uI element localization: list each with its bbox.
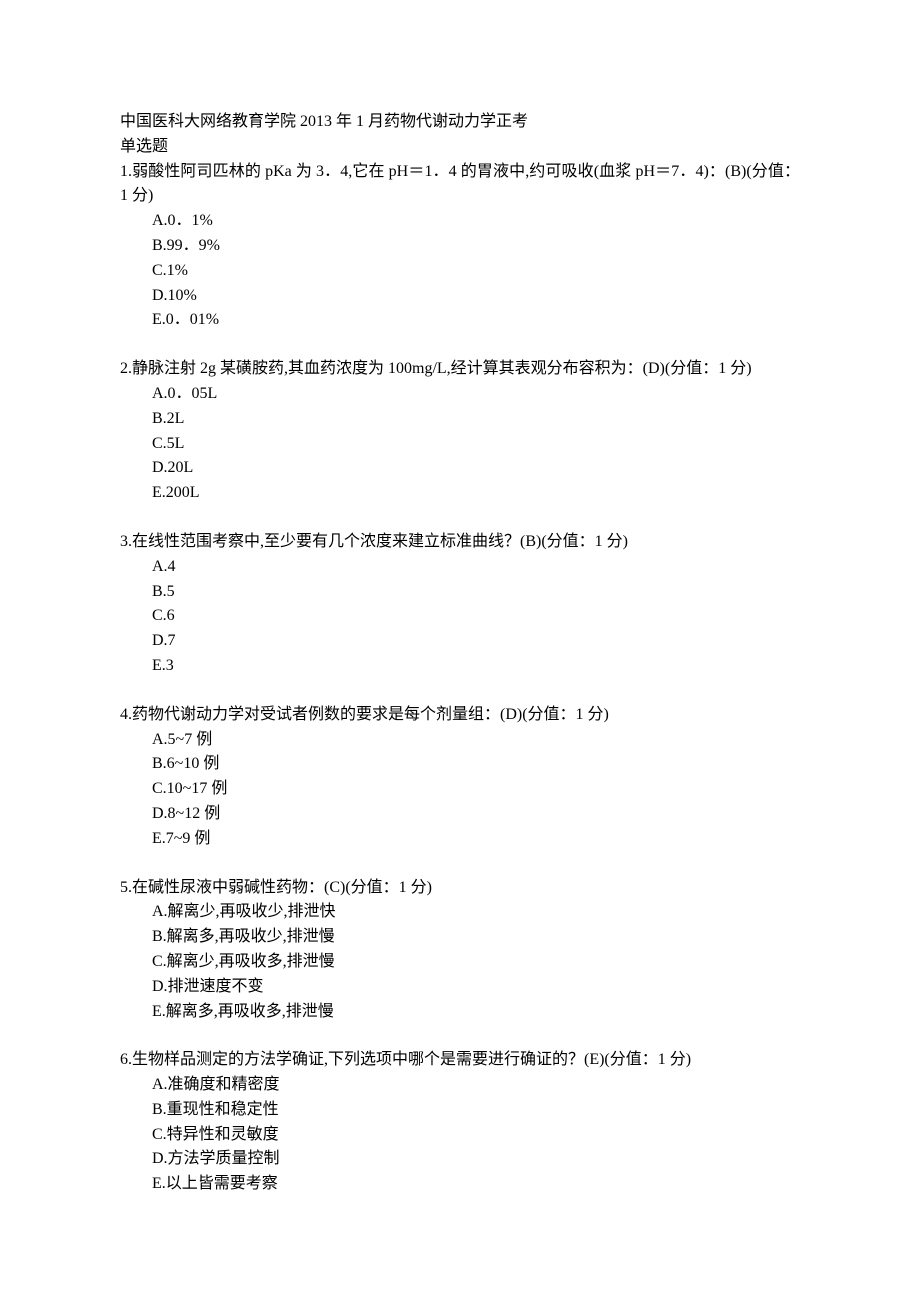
- q5-opt-b: B.解离多,再吸收少,排泄慢: [120, 925, 800, 950]
- q2-stem: 2.静脉注射 2g 某磺胺药,其血药浓度为 100mg/L,经计算其表观分布容积…: [120, 357, 800, 382]
- q4-text: 药物代谢动力学对受试者例数的要求是每个剂量组：(D)(分值：1 分): [132, 706, 609, 723]
- gap: [120, 852, 800, 876]
- q2-opt-e: E.200L: [120, 481, 800, 506]
- q3-stem: 3.在线性范围考察中,至少要有几个浓度来建立标准曲线？(B)(分值：1 分): [120, 530, 800, 555]
- q1-num: 1: [120, 163, 128, 180]
- q4-opt-b: B.6~10 例: [120, 752, 800, 777]
- q4-opt-a: A.5~7 例: [120, 728, 800, 753]
- q6-opt-a: A.准确度和精密度: [120, 1073, 800, 1098]
- gap: [120, 506, 800, 530]
- q5-num: 5: [120, 879, 128, 896]
- q2-opt-d: D.20L: [120, 456, 800, 481]
- question-6: 6.生物样品测定的方法学确证,下列选项中哪个是需要进行确证的？(E)(分值：1 …: [120, 1048, 800, 1197]
- q1-stem: 1.弱酸性阿司匹林的 pKa 为 3．4,它在 pH＝1．4 的胃液中,约可吸收…: [120, 160, 800, 210]
- q3-opt-c: C.6: [120, 604, 800, 629]
- q2-options: A.0．05L B.2L C.5L D.20L E.200L: [120, 382, 800, 506]
- q4-opt-e: E.7~9 例: [120, 827, 800, 852]
- q3-options: A.4 B.5 C.6 D.7 E.3: [120, 555, 800, 679]
- q2-opt-a: A.0．05L: [120, 382, 800, 407]
- question-1: 1.弱酸性阿司匹林的 pKa 为 3．4,它在 pH＝1．4 的胃液中,约可吸收…: [120, 160, 800, 334]
- gap: [120, 333, 800, 357]
- q4-opt-d: D.8~12 例: [120, 802, 800, 827]
- q4-stem: 4.药物代谢动力学对受试者例数的要求是每个剂量组：(D)(分值：1 分): [120, 703, 800, 728]
- q6-stem: 6.生物样品测定的方法学确证,下列选项中哪个是需要进行确证的？(E)(分值：1 …: [120, 1048, 800, 1073]
- question-4: 4.药物代谢动力学对受试者例数的要求是每个剂量组：(D)(分值：1 分) A.5…: [120, 703, 800, 852]
- exam-page: 中国医科大网络教育学院 2013 年 1 月药物代谢动力学正考 单选题 1.弱酸…: [0, 0, 920, 1257]
- q3-text: 在线性范围考察中,至少要有几个浓度来建立标准曲线？(B)(分值：1 分): [132, 533, 628, 550]
- doc-title: 中国医科大网络教育学院 2013 年 1 月药物代谢动力学正考: [120, 110, 800, 135]
- q5-text: 在碱性尿液中弱碱性药物：(C)(分值：1 分): [132, 879, 432, 896]
- q4-opt-c: C.10~17 例: [120, 777, 800, 802]
- question-5: 5.在碱性尿液中弱碱性药物：(C)(分值：1 分) A.解离少,再吸收少,排泄快…: [120, 876, 800, 1025]
- q2-opt-b: B.2L: [120, 407, 800, 432]
- q6-opt-b: B.重现性和稳定性: [120, 1098, 800, 1123]
- q5-stem: 5.在碱性尿液中弱碱性药物：(C)(分值：1 分): [120, 876, 800, 901]
- q1-opt-b: B.99．9%: [120, 234, 800, 259]
- q3-num: 3: [120, 533, 128, 550]
- gap: [120, 1024, 800, 1048]
- q6-options: A.准确度和精密度 B.重现性和稳定性 C.特异性和灵敏度 D.方法学质量控制 …: [120, 1073, 800, 1197]
- q1-opt-d: D.10%: [120, 284, 800, 309]
- q5-options: A.解离少,再吸收少,排泄快 B.解离多,再吸收少,排泄慢 C.解离少,再吸收多…: [120, 900, 800, 1024]
- q5-opt-c: C.解离少,再吸收多,排泄慢: [120, 950, 800, 975]
- q1-opt-c: C.1%: [120, 259, 800, 284]
- q3-opt-d: D.7: [120, 629, 800, 654]
- q3-opt-e: E.3: [120, 654, 800, 679]
- q3-opt-a: A.4: [120, 555, 800, 580]
- q1-opt-a: A.0．1%: [120, 209, 800, 234]
- q2-opt-c: C.5L: [120, 432, 800, 457]
- q2-text: 静脉注射 2g 某磺胺药,其血药浓度为 100mg/L,经计算其表观分布容积为：…: [132, 360, 752, 377]
- q6-text: 生物样品测定的方法学确证,下列选项中哪个是需要进行确证的？(E)(分值：1 分): [132, 1051, 691, 1068]
- q6-opt-d: D.方法学质量控制: [120, 1147, 800, 1172]
- question-2: 2.静脉注射 2g 某磺胺药,其血药浓度为 100mg/L,经计算其表观分布容积…: [120, 357, 800, 506]
- question-3: 3.在线性范围考察中,至少要有几个浓度来建立标准曲线？(B)(分值：1 分) A…: [120, 530, 800, 679]
- gap: [120, 679, 800, 703]
- q1-text: 弱酸性阿司匹林的 pKa 为 3．4,它在 pH＝1．4 的胃液中,约可吸收(血…: [120, 163, 800, 205]
- q1-opt-e: E.0．01%: [120, 308, 800, 333]
- q5-opt-e: E.解离多,再吸收多,排泄慢: [120, 1000, 800, 1025]
- q6-opt-e: E.以上皆需要考察: [120, 1172, 800, 1197]
- q6-opt-c: C.特异性和灵敏度: [120, 1123, 800, 1148]
- q4-num: 4: [120, 706, 128, 723]
- q4-options: A.5~7 例 B.6~10 例 C.10~17 例 D.8~12 例 E.7~…: [120, 728, 800, 852]
- q5-opt-a: A.解离少,再吸收少,排泄快: [120, 900, 800, 925]
- q5-opt-d: D.排泄速度不变: [120, 975, 800, 1000]
- q1-options: A.0．1% B.99．9% C.1% D.10% E.0．01%: [120, 209, 800, 333]
- section-title: 单选题: [120, 135, 800, 160]
- q2-num: 2: [120, 360, 128, 377]
- q3-opt-b: B.5: [120, 580, 800, 605]
- q6-num: 6: [120, 1051, 128, 1068]
